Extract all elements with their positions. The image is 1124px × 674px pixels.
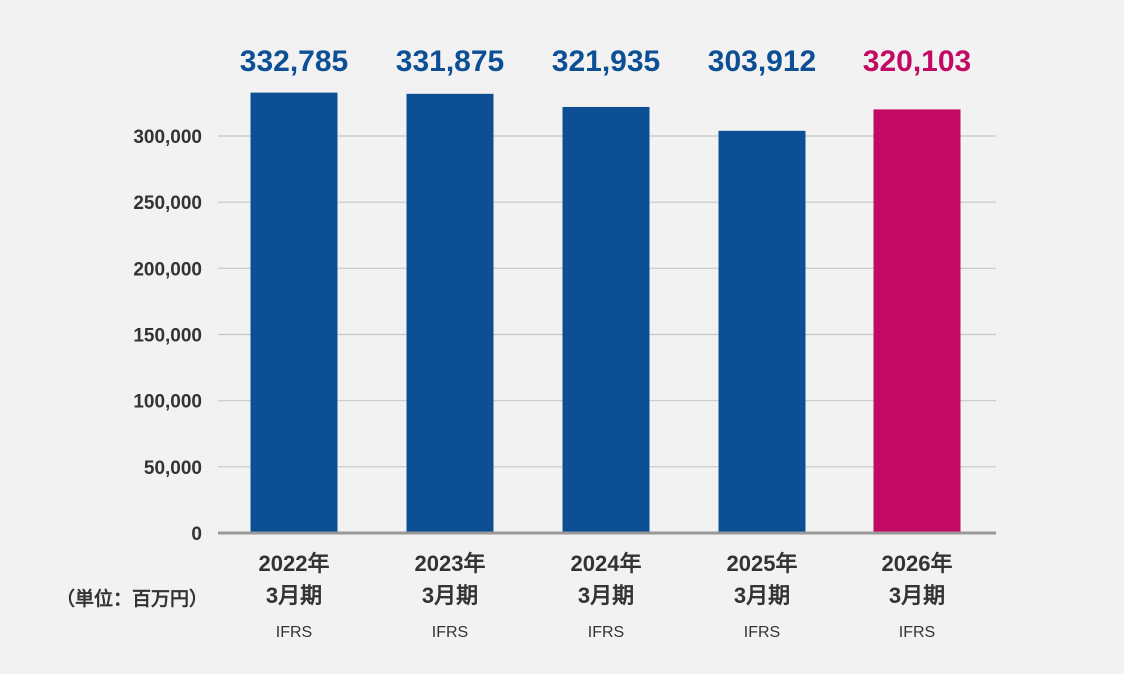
y-tick-label: 0 [191, 524, 202, 545]
y-tick-label: 300,000 [133, 127, 202, 148]
x-label-period: 3月期 [422, 583, 478, 608]
value-label: 303,912 [708, 45, 816, 78]
y-tick-label: 200,000 [133, 259, 202, 280]
x-label-standard: IFRS [744, 624, 780, 641]
x-label-standard: IFRS [432, 624, 468, 641]
bars [250, 92, 961, 534]
x-label-year: 2022年 [259, 551, 330, 576]
y-tick-label: 100,000 [133, 392, 202, 413]
x-label-year: 2023年 [415, 551, 486, 576]
bar [873, 109, 961, 533]
x-label-period: 3月期 [266, 583, 322, 608]
unit-label: （単位：百万円） [56, 587, 208, 610]
value-label: 321,935 [552, 45, 660, 78]
x-axis-labels: 2022年 3月期 IFRS 2023年 3月期 IFRS 2024年 3月期 IFRS 2025… [259, 551, 953, 641]
x-label-year: 2026年 [882, 551, 953, 576]
y-tick-label: 250,000 [133, 193, 202, 214]
x-label-period: 3月期 [578, 583, 634, 608]
x-label-period: 3月期 [889, 583, 945, 608]
value-labels: 332,785 331,875 321,935 303,912 320,103 [240, 45, 971, 78]
y-tick-label: 150,000 [133, 326, 202, 347]
x-label-standard: IFRS [588, 624, 624, 641]
bar [250, 92, 338, 534]
bar [718, 130, 806, 533]
bar [562, 106, 650, 533]
y-axis-ticks: 0 50,000 100,000 150,000 200,000 250,000 300,0… [133, 127, 202, 545]
y-tick-label: 50,000 [144, 458, 202, 479]
x-label-standard: IFRS [276, 624, 312, 641]
x-label-year: 2025年 [727, 551, 798, 576]
x-label-year: 2024年 [571, 551, 642, 576]
value-label: 331,875 [396, 45, 504, 78]
x-label-period: 3月期 [734, 583, 790, 608]
value-label: 320,103 [863, 45, 971, 78]
x-label-standard: IFRS [899, 624, 935, 641]
bar [406, 93, 494, 533]
value-label: 332,785 [240, 45, 348, 78]
